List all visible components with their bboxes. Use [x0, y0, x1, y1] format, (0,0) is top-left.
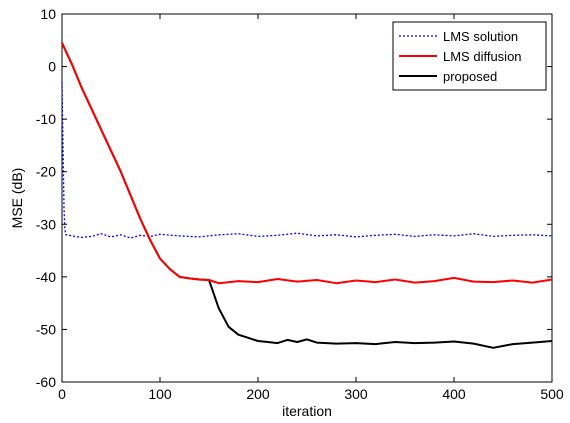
x-tick-label: 400	[442, 386, 466, 402]
y-tick-label: -20	[36, 164, 56, 180]
y-tick-label: -10	[36, 111, 56, 127]
series-line-lms-diffusion	[61, 42, 553, 285]
series-line-lms-solution	[61, 82, 553, 239]
x-tick-label: 500	[540, 386, 564, 402]
y-tick-label: 0	[48, 59, 56, 75]
y-tick-label: 10	[40, 6, 56, 22]
x-tick-label: 200	[246, 386, 270, 402]
legend-label: LMS solution	[443, 29, 518, 44]
y-tick-label: -50	[36, 321, 56, 337]
y-tick-label: -30	[36, 216, 56, 232]
y-tick-label: -40	[36, 269, 56, 285]
x-tick-label: 0	[58, 386, 66, 402]
y-tick-label: -60	[36, 374, 56, 390]
legend-label: LMS diffusion	[443, 49, 522, 64]
x-tick-label: 300	[344, 386, 368, 402]
series-layer	[61, 42, 553, 349]
legend-label: proposed	[443, 69, 497, 84]
legend: LMS solution LMS diffusion proposed	[392, 21, 547, 91]
y-axis-label: MSE (dB)	[9, 168, 25, 229]
x-tick-label: 100	[148, 386, 172, 402]
legend-items: LMS solution LMS diffusion proposed	[399, 29, 522, 84]
x-axis-label: iteration	[282, 403, 332, 419]
